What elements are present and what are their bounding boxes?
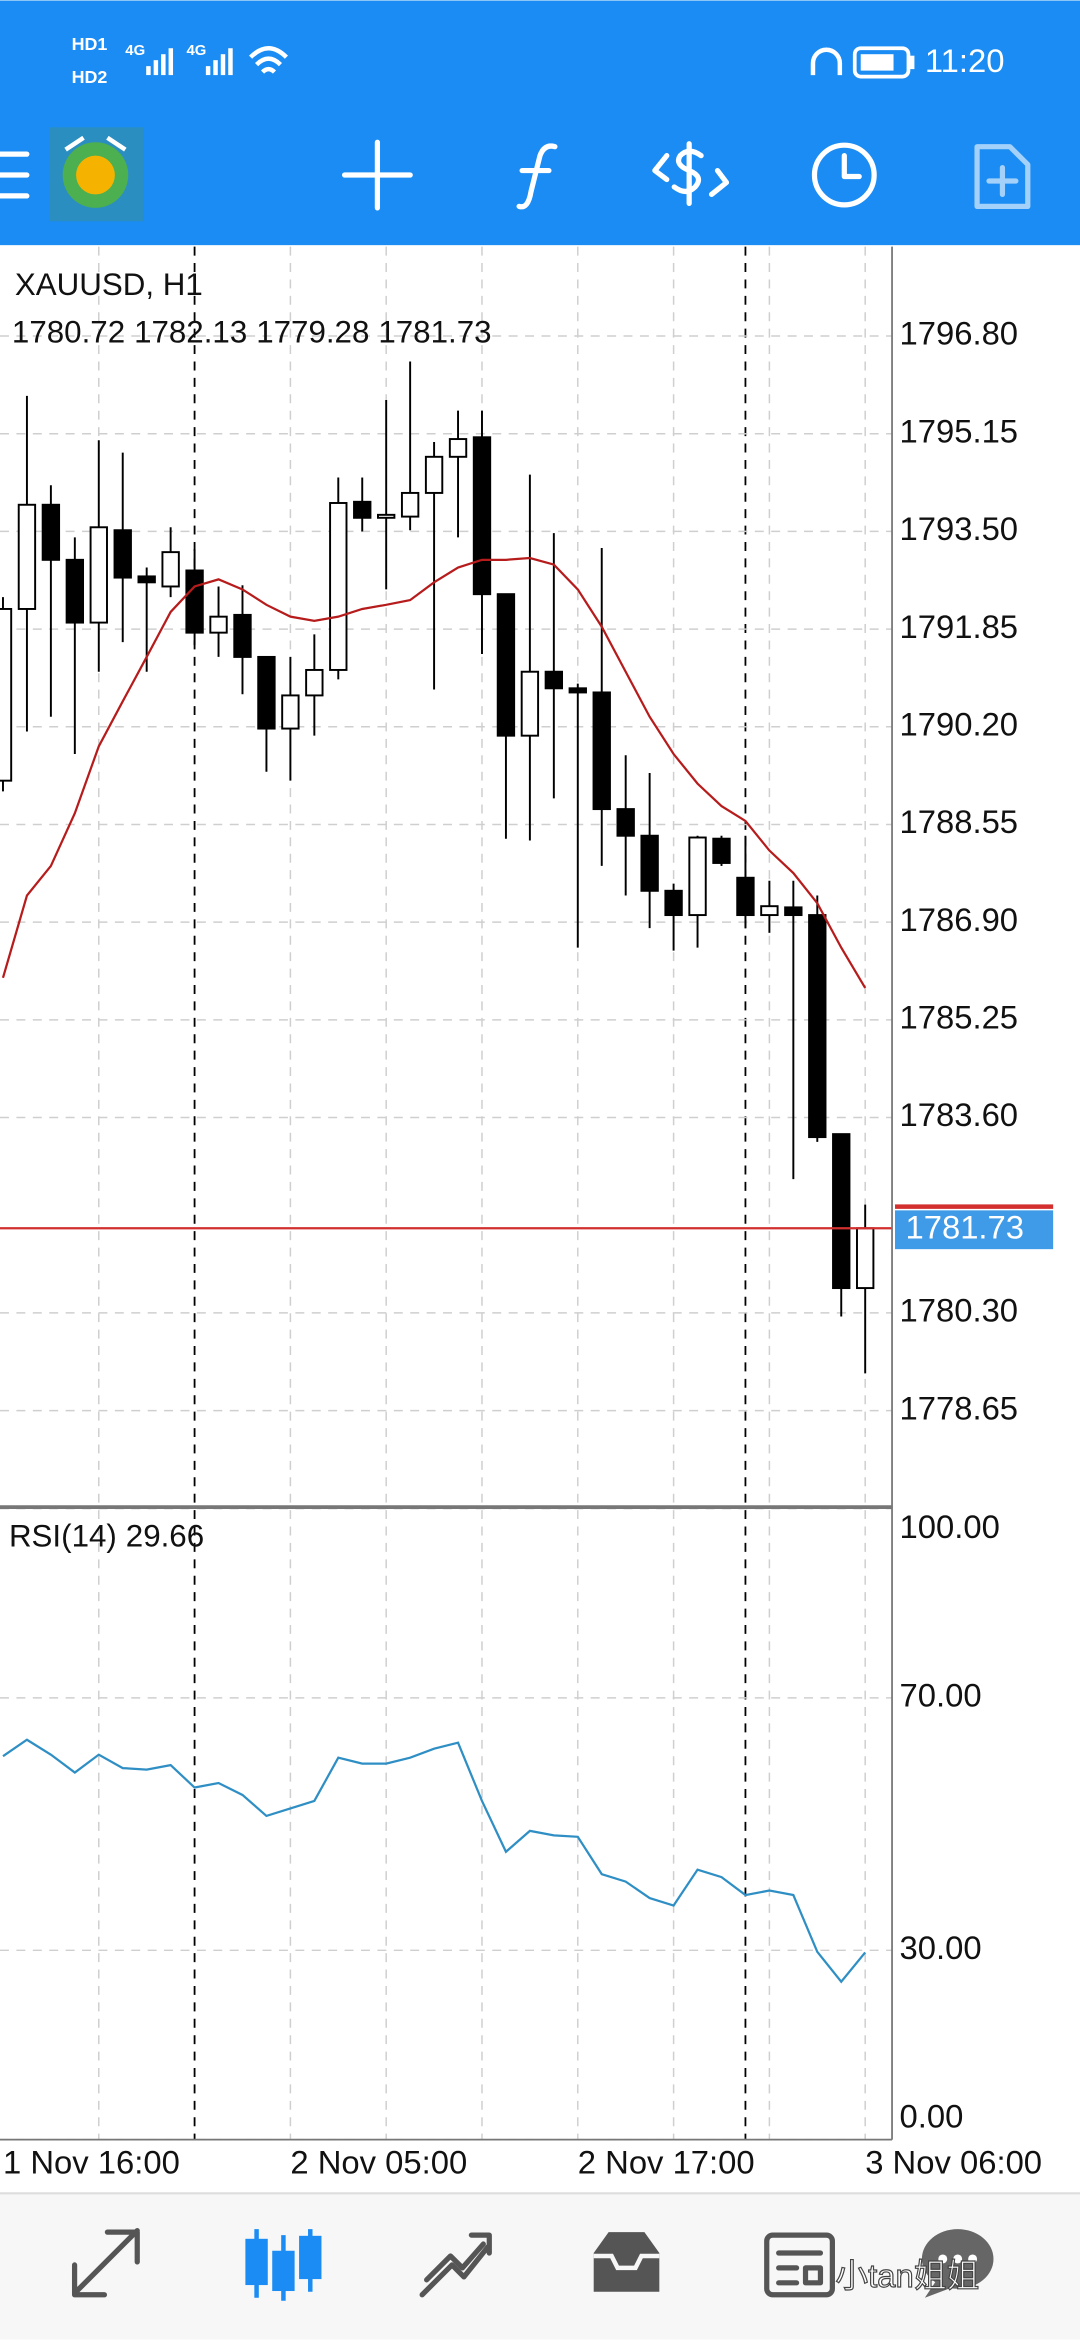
- open-value: 1780.72: [12, 315, 125, 350]
- rsi-line: [2, 1738, 867, 1984]
- news-tab[interactable]: [764, 2232, 835, 2298]
- history-tab[interactable]: [593, 2232, 660, 2292]
- trade-tab[interactable]: [419, 2232, 492, 2298]
- y-tick-label: 1788.55: [900, 803, 1019, 840]
- candle-body: [185, 569, 204, 634]
- candle-body: [520, 670, 540, 737]
- x-tick-label: 2 Nov 17:00: [578, 2144, 755, 2181]
- rsi-tick-label: 100.00: [900, 1508, 1000, 1545]
- candle-body: [712, 837, 731, 864]
- signal-icon: [146, 48, 233, 76]
- candle-body: [209, 615, 228, 634]
- rsi-value: 29.66: [126, 1519, 204, 1554]
- y-tick-label: 1796.80: [900, 315, 1019, 352]
- chat-tab[interactable]: [921, 2229, 994, 2298]
- rsi-tick-label: 30.00: [900, 1929, 982, 1966]
- candle-body: [424, 455, 444, 494]
- y-tick-label: 1791.85: [900, 608, 1019, 645]
- ohlc-label: 1780.72 1782.13 1779.28 1781.73: [12, 315, 492, 350]
- candle-body: [400, 491, 420, 518]
- history-button[interactable]: [811, 142, 877, 208]
- battery-icon: [852, 46, 915, 79]
- indicators-button[interactable]: [516, 143, 558, 210]
- clock: 11:20: [925, 42, 1005, 79]
- last-price-label: 1781.73: [905, 1208, 1024, 1245]
- rsi-tick-label: 70.00: [900, 1677, 982, 1714]
- candle-body: [856, 1227, 875, 1290]
- y-tick-label: 1786.90: [900, 901, 1019, 938]
- network-label: HD2: [72, 67, 108, 87]
- y-tick-label: 1793.50: [900, 510, 1019, 547]
- chart-tab[interactable]: [245, 2229, 322, 2301]
- ask-marker: [895, 1204, 1054, 1209]
- status-bar: HD1 HD2 4G 4G 11:20: [72, 34, 1005, 87]
- moving-average: [1, 556, 867, 989]
- top-bar: [0, 0, 1080, 246]
- symbol-label: XAUUSD, H1: [15, 267, 203, 302]
- x-tick-label: 1 Nov 16:00: [3, 2144, 180, 2181]
- high-value: 1782.13: [134, 315, 247, 350]
- candle-body: [161, 551, 180, 588]
- rsi-tick-label: 0.00: [900, 2097, 964, 2134]
- candle-body: [688, 836, 707, 917]
- candle-body: [113, 529, 132, 579]
- rsi-name: RSI(14): [9, 1519, 117, 1554]
- candle-body: [832, 1133, 851, 1290]
- candle-body: [496, 593, 516, 737]
- candle-body: [664, 889, 683, 917]
- chart: 1796.80 1795.15 1793.50 1791.85 1790.20 1788.…: [0, 246, 1054, 2181]
- network-label: HD1: [72, 34, 108, 54]
- y-tick-label: 1780.30: [900, 1292, 1019, 1329]
- candle-body: [257, 655, 276, 730]
- candle-body: [137, 575, 156, 584]
- app-logo[interactable]: [49, 127, 144, 222]
- x-tick-label: 2 Nov 05:00: [290, 2144, 467, 2181]
- new-order-button[interactable]: [974, 144, 1031, 209]
- watermark: 小tan姐姐: [835, 2257, 979, 2294]
- candle-body: [17, 503, 37, 610]
- candle-body: [89, 526, 108, 624]
- network-label: 4G: [125, 43, 145, 59]
- x-tick-label: 3 Nov 06:00: [865, 2144, 1042, 2181]
- candle-body: [41, 503, 61, 561]
- y-tick-label: 1785.25: [900, 999, 1019, 1036]
- candle-body: [65, 558, 85, 624]
- candle-body: [736, 876, 755, 917]
- y-tick-label: 1795.15: [900, 412, 1019, 449]
- low-value: 1779.28: [256, 315, 369, 350]
- y-tick-label: 1783.60: [900, 1096, 1019, 1133]
- bottom-nav: 小tan姐姐: [0, 2192, 1080, 2340]
- candle-body: [784, 906, 803, 917]
- candle-body: [305, 668, 324, 697]
- trade-button[interactable]: [652, 141, 730, 206]
- candle-body: [233, 613, 252, 658]
- menu-button[interactable]: [0, 151, 30, 199]
- quotes-tab[interactable]: [71, 2227, 140, 2298]
- candle-body: [616, 808, 635, 837]
- candle-body: [592, 691, 611, 811]
- crosshair-button[interactable]: [341, 139, 413, 211]
- candle-body: [281, 694, 300, 730]
- toolbar: [0, 127, 1031, 222]
- candle-body: [568, 687, 587, 694]
- candle-body: [760, 905, 779, 917]
- candle-body: [808, 914, 827, 1139]
- candle-body: [377, 513, 396, 519]
- candle-body: [0, 608, 13, 782]
- y-tick-label: 1790.20: [900, 705, 1019, 742]
- headphone-icon: [810, 47, 843, 76]
- network-label: 4G: [186, 43, 206, 59]
- close-value: 1781.73: [378, 315, 491, 350]
- rsi-label: RSI(14) 29.66: [9, 1519, 204, 1554]
- candle-body: [329, 502, 348, 671]
- candle-body: [472, 436, 492, 596]
- candle-body: [544, 670, 564, 690]
- last-price-box: [895, 1210, 1054, 1250]
- wifi-icon: [249, 46, 288, 74]
- candle-body: [448, 438, 468, 458]
- candle-body: [353, 500, 372, 519]
- candle-body: [640, 834, 659, 892]
- y-tick-label: 1778.65: [900, 1389, 1019, 1426]
